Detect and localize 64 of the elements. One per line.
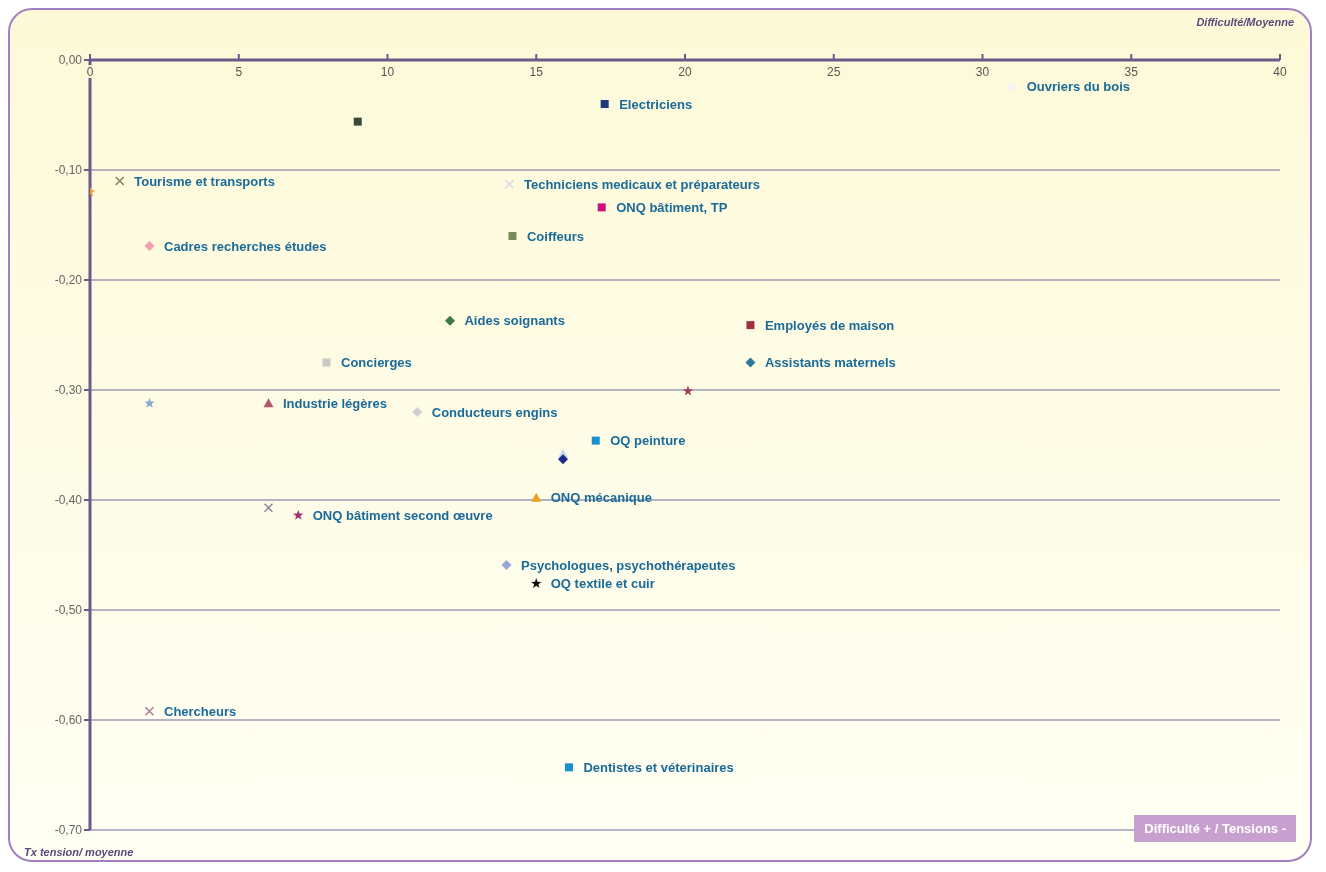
x-tick-label: 15 <box>529 65 544 79</box>
point <box>263 398 274 408</box>
x-tick-label: 5 <box>235 65 243 79</box>
point <box>1008 82 1017 91</box>
y-tick-label: -0,10 <box>54 163 83 178</box>
series-label: Ouvriers du bois <box>1026 79 1131 95</box>
series-label: Concierges <box>341 355 412 371</box>
series-label: Industrie légères <box>283 395 388 411</box>
series-label: ONQ bâtiment second œuvre <box>312 508 493 524</box>
x-tick-label: 20 <box>678 65 692 79</box>
y-tick-label: -0,50 <box>54 603 83 618</box>
point <box>144 240 155 251</box>
series-label: Tourisme et transports <box>134 173 275 189</box>
x-tick-label: 30 <box>975 65 990 79</box>
x-tick-label: 25 <box>827 65 841 79</box>
series-label: Dentistes et véterinaires <box>583 759 734 775</box>
y-tick-label: 0,00 <box>58 53 83 68</box>
point <box>501 559 512 570</box>
series-label: Cadres recherches études <box>164 238 327 254</box>
series-label: Assistants maternels <box>764 355 896 371</box>
series-label: Aides soignants <box>464 313 565 329</box>
y-tick-label: -0,30 <box>54 383 83 398</box>
point <box>115 176 125 186</box>
series-label: Coiffeurs <box>526 228 585 244</box>
x-axis-title: Difficulté/Moyenne <box>1196 16 1294 28</box>
point <box>508 232 517 240</box>
point <box>591 436 600 445</box>
series-label: ONQ mécanique <box>550 490 652 506</box>
y-tick-label: -0,60 <box>54 713 83 728</box>
point <box>597 203 606 212</box>
x-tick-label: 35 <box>1124 65 1139 79</box>
series-label: Techniciens medicaux et préparateurs <box>523 176 761 192</box>
series-label: ONQ bâtiment, TP <box>616 200 728 216</box>
point <box>564 763 573 772</box>
y-axis-title: Tx tension/ moyenne <box>24 846 134 858</box>
x-tick-label: 0 <box>86 65 94 79</box>
point <box>353 117 362 126</box>
y-tick-label: -0,40 <box>54 493 83 508</box>
point <box>682 385 694 396</box>
point <box>263 502 274 513</box>
point <box>412 407 423 417</box>
point <box>144 706 155 716</box>
annotation: Difficulté + / Tensions - <box>1134 815 1296 842</box>
point <box>322 358 331 367</box>
series-label: Conducteurs engins <box>431 404 558 420</box>
series-label: OQ peinture <box>610 433 686 449</box>
point <box>144 397 155 408</box>
point <box>746 321 755 330</box>
point <box>600 100 609 108</box>
x-tick-label: 40 <box>1273 65 1287 79</box>
series-label: Employés de maison <box>764 317 895 333</box>
point <box>531 492 542 502</box>
x-tick-label: 10 <box>380 65 395 79</box>
point <box>504 179 515 190</box>
point <box>745 357 756 368</box>
series-label: Electriciens <box>619 96 693 112</box>
point <box>531 578 542 589</box>
y-tick-label: -0,70 <box>54 823 83 838</box>
series-label: OQ textile et cuir <box>550 576 655 592</box>
point <box>558 454 569 465</box>
series-label: Chercheurs <box>164 703 237 719</box>
y-tick-label: -0,20 <box>54 273 83 288</box>
series-label: Psychologues, psychothérapeutes <box>521 557 736 573</box>
point <box>444 315 455 326</box>
